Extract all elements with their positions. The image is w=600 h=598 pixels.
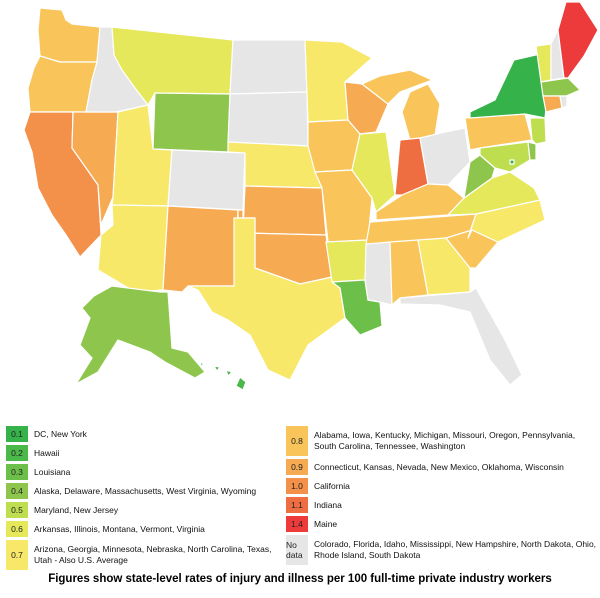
state-washington [37,7,101,63]
state-arkansas [325,239,369,283]
state-south-dakota [227,91,309,147]
legend-label: Alabama, Iowa, Kentucky, Michigan, Misso… [314,430,576,451]
legend-row: 0.6 Arkansas, Illinois, Montana, Vermont,… [6,521,282,537]
state-north-dakota [229,39,308,95]
legend-label: Alaska, Delaware, Massachusetts, West Vi… [34,485,257,496]
legend-swatch: 1.1 [286,497,308,513]
legend-label: Arizona, Georgia, Minnesota, Nebraska, N… [34,544,272,565]
state-arizona [97,204,169,293]
us-states-map [23,1,599,391]
legend-row: 0.2 Hawaii [6,445,282,461]
state-alaska [75,285,206,385]
legend-row: 1.1 Indiana [286,497,598,513]
state-south-carolina [445,229,499,269]
state-new-york [469,53,547,119]
state-michigan [401,83,441,141]
state-michigan-upper [361,69,433,105]
state-kentucky [375,183,465,221]
state-rhode-island [559,95,568,109]
legend-swatch: 0.9 [286,459,308,475]
legend-right: 0.8 Alabama, Iowa, Kentucky, Michigan, Mi… [286,426,598,568]
legend-swatch: 0.7 [6,540,28,570]
state-iowa [307,119,361,173]
legend-label: California [314,480,350,491]
legend-swatch: 0.1 [6,426,28,442]
legend-row: 0.9 Connecticut, Kansas, Nevada, New Mexi… [286,459,598,475]
state-ohio [419,127,471,186]
legend-swatch: 0.6 [6,521,28,537]
map-caption: Figures show state-level rates of injury… [48,573,552,585]
state-mississippi [364,241,393,306]
state-massachusetts [540,77,581,97]
state-maine [557,1,599,79]
legend-swatch: No data [286,535,308,565]
legend-swatch: 0.4 [6,483,28,499]
state-connecticut [542,95,563,113]
state-texas [187,217,346,381]
state-florida [399,287,523,386]
state-new-mexico [162,205,239,293]
legend-row: 0.1 DC, New York [6,426,282,442]
legend-row: 1.4 Maine [286,516,598,532]
legend-label: Louisiana [34,466,71,477]
legend-row: 0.8 Alabama, Iowa, Kentucky, Michigan, Mi… [286,426,598,456]
legend-label: DC, New York [34,428,87,439]
state-new-jersey [529,117,547,145]
legend-label: Indiana [314,499,342,510]
legend-row: No data Colorado, Florida, Idaho, Mississ… [286,535,598,565]
legend-label: Arkansas, Illinois, Montana, Vermont, Vi… [34,523,205,534]
legend-swatch: 1.0 [286,478,308,494]
state-colorado [167,149,246,211]
legend-row: 0.4 Alaska, Delaware, Massachusetts, West… [6,483,282,499]
legend-label: Maine [314,518,338,529]
state-dc [509,159,515,165]
legend-left: 0.1 DC, New York 0.2 Hawaii 0.3 Louisiana 0.4 A… [6,426,282,573]
legend-swatch: 0.2 [6,445,28,461]
legend-row: 0.5 Maryland, New Jersey [6,502,282,518]
legend-row: 0.3 Louisiana [6,464,282,480]
legend-label: Hawaii [34,447,60,458]
legend-row: 0.7 Arizona, Georgia, Minnesota, Nebraska… [6,540,282,570]
legend-swatch: 1.4 [286,516,308,532]
legend-swatch: 0.3 [6,464,28,480]
state-delaware [527,141,537,161]
legend-swatch: 0.8 [286,426,308,456]
state-hawaii [199,361,247,391]
legend-row: 1.0 California [286,478,598,494]
legend-label: Colorado, Florida, Idaho, Mississippi, N… [314,539,597,560]
legend-swatch: 0.5 [6,502,28,518]
state-oregon [27,55,98,113]
legend-label: Maryland, New Jersey [34,504,119,515]
state-wyoming [152,92,231,153]
legend-label: Connecticut, Kansas, Nevada, New Mexico,… [314,461,564,472]
